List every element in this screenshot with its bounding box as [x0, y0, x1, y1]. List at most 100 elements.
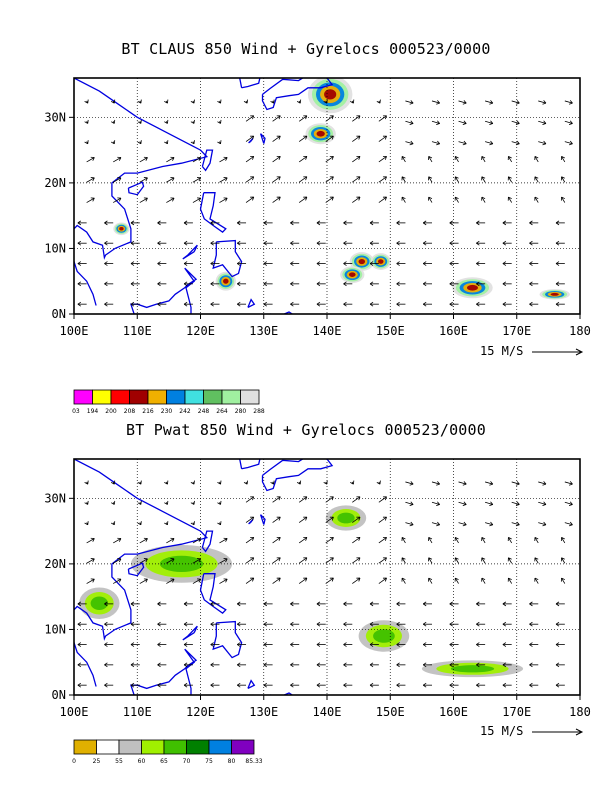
wind-vector: [423, 241, 432, 245]
wind-vector: [104, 221, 113, 225]
wind-vector: [397, 282, 406, 286]
wind-vector: [158, 622, 167, 626]
wind-vector: [379, 517, 387, 523]
wind-vector: [85, 100, 89, 104]
wind-vector: [344, 683, 353, 687]
wind-vector: [459, 121, 467, 125]
wind-vector: [455, 197, 458, 203]
wind-vector: [131, 643, 140, 647]
colorbar-swatch: [241, 390, 260, 404]
wind-vector: [104, 262, 113, 266]
coastline-13: [248, 681, 254, 689]
wind-vector: [476, 643, 485, 647]
coastline-5: [213, 241, 241, 277]
wind-vector: [273, 537, 281, 543]
wind-vector: [535, 156, 538, 162]
wind-vector: [556, 302, 565, 306]
wind-vector: [508, 537, 511, 543]
wind-vector: [131, 241, 140, 245]
wind-vector: [556, 241, 565, 245]
wind-vector: [317, 241, 326, 245]
wind-vector: [535, 177, 538, 183]
wind-vector: [379, 136, 387, 142]
wind-vector: [131, 683, 140, 687]
wind-vector: [352, 177, 360, 183]
colorbar-label: 25: [93, 758, 101, 765]
coastline-8: [263, 456, 333, 491]
wind-vector: [264, 302, 273, 306]
coastline-13: [248, 300, 254, 308]
wind-vector: [556, 221, 565, 225]
wind-vector: [503, 262, 512, 266]
colorbar-label: 216: [142, 408, 154, 415]
wind-vector: [556, 262, 565, 266]
colorbar-label: 264: [216, 408, 228, 415]
x-tick-label: 140E: [313, 324, 342, 338]
wind-vector: [131, 622, 140, 626]
wind-vector: [476, 622, 485, 626]
wind-vector: [402, 197, 405, 203]
wind-vector: [397, 602, 406, 606]
wind-vector: [429, 177, 432, 183]
wind-vector: [565, 141, 573, 145]
wind-vector: [87, 538, 95, 543]
colorbar-swatch: [187, 740, 210, 754]
wind-vector: [317, 302, 326, 306]
wind-vector: [264, 683, 273, 687]
wind-vector: [508, 578, 511, 584]
wind-vector: [290, 622, 299, 626]
wind-vector: [455, 537, 458, 543]
wind-vector: [290, 282, 299, 286]
wind-vector: [379, 197, 387, 203]
wind-vector: [237, 282, 246, 286]
wind-vector: [138, 140, 142, 144]
colorbar-swatch: [119, 740, 142, 754]
wind-vector: [556, 282, 565, 286]
wind-vector: [397, 262, 406, 266]
wind-vector: [485, 522, 493, 526]
colorbar-swatch: [209, 740, 232, 754]
wind-vector: [78, 262, 87, 266]
wind-vector: [191, 120, 195, 124]
shaded-region-8: [551, 293, 559, 296]
wind-vector: [138, 521, 142, 525]
wind-vector: [299, 156, 307, 162]
colorbar-swatch: [185, 390, 204, 404]
wind-vector: [455, 578, 458, 584]
wind-vector: [538, 121, 546, 125]
wind-vector: [459, 481, 467, 485]
wind-vector: [538, 100, 546, 104]
colorbar-label: 248: [198, 408, 210, 415]
shaded-region-2: [358, 259, 365, 264]
shaded-region-4: [349, 272, 356, 277]
wind-vector: [217, 501, 221, 505]
wind-vector: [113, 157, 121, 162]
shaded-region-6: [223, 279, 229, 284]
wind-vector: [211, 663, 220, 667]
wind-vector: [140, 579, 148, 584]
y-tick-label: 0N: [52, 307, 66, 321]
wind-vector: [429, 156, 432, 162]
wind-vector: [164, 100, 168, 104]
wind-vector: [324, 481, 328, 485]
wind-vector: [85, 521, 89, 525]
wind-vector: [512, 502, 520, 506]
wind-vector: [299, 177, 307, 183]
x-tick-label: 140E: [313, 705, 342, 719]
wind-vector: [290, 302, 299, 306]
wind-vector: [104, 302, 113, 306]
wind-vector: [405, 481, 413, 485]
wind-vector: [191, 501, 195, 505]
wind-vector: [264, 663, 273, 667]
wind-vector: [352, 197, 360, 203]
wind-vector: [237, 221, 246, 225]
panel1-reference-vector-label: 15 M/S: [480, 344, 523, 358]
wind-vector: [402, 537, 405, 543]
wind-vector: [217, 481, 221, 485]
wind-vector: [85, 120, 89, 124]
x-tick-label: 100E: [60, 324, 89, 338]
shaded-region-7: [119, 227, 123, 230]
wind-vector: [78, 663, 87, 667]
colorbar-label: 288: [253, 408, 265, 415]
wind-vector: [158, 602, 167, 606]
